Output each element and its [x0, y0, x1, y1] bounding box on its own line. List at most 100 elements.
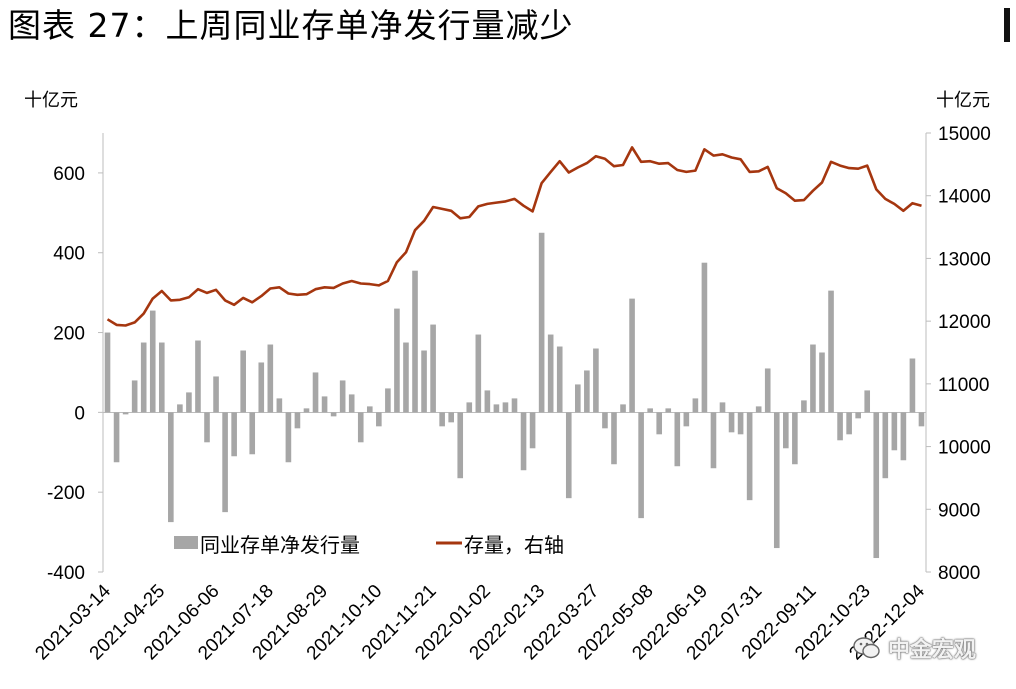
net-issuance-bar — [647, 408, 653, 413]
net-issuance-bar — [276, 398, 283, 413]
net-issuance-bar — [837, 412, 843, 441]
net-issuance-bar — [177, 404, 183, 413]
net-issuance-bar — [728, 412, 735, 433]
net-issuance-bar — [258, 362, 265, 413]
net-issuance-bar — [701, 262, 708, 413]
net-issuance-bar — [520, 412, 527, 471]
net-issuance-bar — [737, 412, 744, 435]
watermark: 中金宏观 — [852, 630, 1002, 666]
right-tick-label: 13000 — [938, 249, 991, 270]
net-issuance-bar — [891, 412, 898, 451]
right-tick-label: 15000 — [938, 124, 991, 145]
net-issuance-bar — [656, 412, 663, 435]
net-issuance-bar — [502, 402, 509, 413]
net-issuance-bar — [366, 406, 373, 413]
net-issuance-bar — [231, 412, 237, 457]
net-issuance-bar — [312, 372, 319, 413]
net-issuance-bar — [638, 412, 644, 519]
right-tick-label: 11000 — [938, 375, 989, 396]
left-tick-label: 400 — [53, 244, 85, 265]
net-issuance-bar — [240, 350, 246, 413]
net-issuance-bar — [403, 342, 409, 413]
net-issuance-bar — [394, 308, 400, 413]
right-axis-unit-label: 十亿元 — [936, 90, 990, 111]
net-issuance-bar — [149, 310, 156, 413]
net-issuance-bar — [348, 394, 355, 413]
net-issuance-bar — [213, 376, 219, 413]
net-issuance-bar — [764, 368, 771, 413]
net-issuance-bar — [357, 412, 364, 443]
net-issuance-bar — [584, 370, 590, 413]
net-issuance-bar — [285, 412, 292, 463]
legend-bar-swatch — [174, 536, 198, 549]
stock-line-series — [106, 146, 922, 327]
net-issuance-bar — [792, 412, 798, 465]
net-issuance-bar — [683, 412, 690, 427]
watermark-text: 中金宏观 — [888, 638, 977, 663]
bar-series — [104, 232, 925, 559]
net-issuance-bar — [565, 412, 572, 499]
right-tick-label: 9000 — [938, 500, 980, 521]
net-issuance-bar — [629, 298, 635, 413]
net-issuance-bar — [131, 380, 138, 413]
net-issuance-bar — [783, 412, 789, 449]
net-issuance-bar — [755, 406, 762, 413]
left-tick-label: -400 — [47, 563, 85, 584]
net-issuance-bar — [692, 398, 699, 413]
net-issuance-bar — [918, 412, 925, 427]
net-issuance-bar — [186, 392, 192, 413]
net-issuance-bar — [222, 412, 228, 513]
net-issuance-bar — [249, 412, 256, 455]
net-issuance-bar — [575, 384, 581, 413]
net-issuance-bar — [385, 388, 391, 413]
net-issuance-bar — [493, 404, 500, 413]
net-issuance-bar — [439, 412, 445, 427]
net-issuance-bar — [620, 404, 626, 413]
net-issuance-bar — [882, 412, 889, 479]
net-issuance-bar — [484, 390, 491, 413]
net-issuance-bar — [330, 412, 337, 417]
right-tick-label: 14000 — [938, 187, 991, 208]
left-tick-label: 600 — [53, 164, 85, 185]
net-issuance-bar — [810, 344, 816, 413]
net-issuance-bar — [321, 396, 328, 413]
net-issuance-bar — [746, 412, 753, 501]
net-issuance-bar — [611, 412, 617, 465]
net-issuance-bar — [529, 412, 536, 449]
corner-mark — [1004, 8, 1010, 42]
net-issuance-bar — [602, 412, 608, 429]
net-issuance-bar — [376, 412, 382, 427]
net-issuance-bar — [466, 402, 473, 413]
right-tick-label: 8000 — [938, 563, 980, 584]
net-issuance-bar — [158, 342, 165, 413]
net-issuance-bar — [168, 412, 174, 523]
net-issuance-bar — [104, 332, 111, 413]
net-issuance-bar — [719, 402, 726, 413]
net-issuance-bar — [303, 408, 310, 413]
net-issuance-bar — [900, 412, 907, 461]
left-tick-label: 0 — [74, 403, 85, 424]
net-issuance-bar — [547, 334, 554, 413]
net-issuance-bar — [457, 412, 464, 479]
left-axis-unit-label: 十亿元 — [24, 90, 78, 111]
legend-line-label: 存量，右轴 — [464, 533, 564, 557]
net-issuance-bar — [267, 344, 274, 413]
net-issuance-bar — [511, 398, 518, 413]
net-issuance-bar — [412, 270, 418, 413]
net-issuance-bar — [140, 342, 147, 413]
x-axis-tick-labels: 2021-03-142021-04-252021-06-062021-07-18… — [31, 580, 929, 664]
net-issuance-bar — [475, 334, 482, 413]
net-issuance-bar — [113, 412, 120, 463]
net-issuance-bar — [846, 412, 852, 435]
net-issuance-bar — [873, 412, 880, 559]
right-tick-label: 10000 — [938, 438, 991, 459]
net-issuance-bar — [819, 352, 825, 413]
net-issuance-bar — [421, 350, 427, 413]
legend: 同业存单净发行量 存量，右轴 — [174, 533, 564, 557]
net-issuance-bar — [294, 412, 301, 429]
net-issuance-bar — [773, 412, 780, 549]
net-issuance-bar — [204, 412, 210, 443]
net-issuance-bar — [538, 232, 545, 413]
net-issuance-bar — [339, 380, 346, 413]
